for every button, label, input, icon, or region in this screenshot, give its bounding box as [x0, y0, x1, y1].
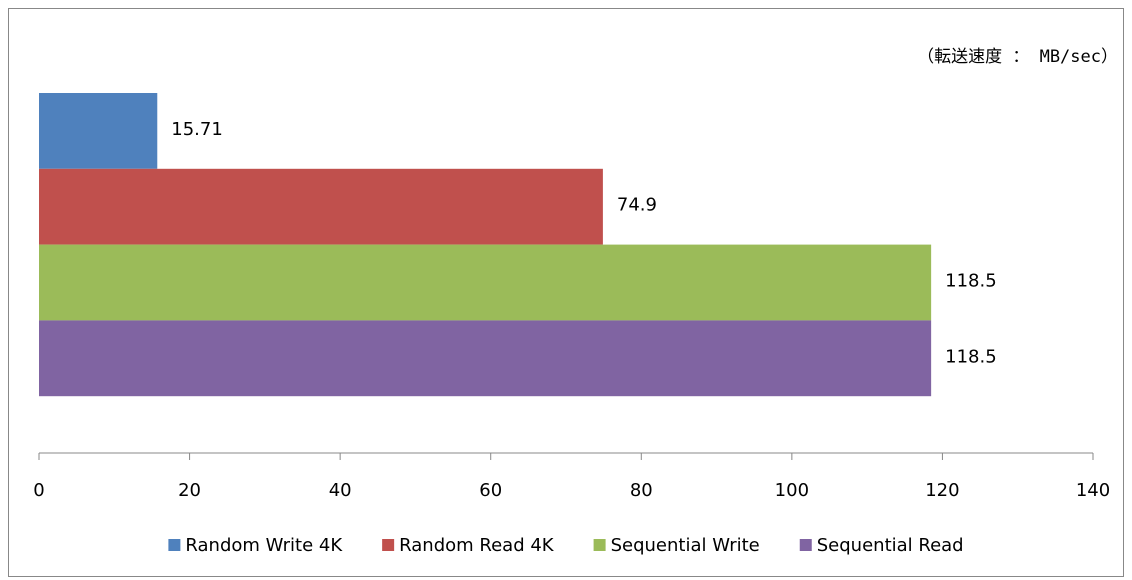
legend-swatch: [593, 539, 606, 551]
legend-swatch: [168, 539, 181, 551]
x-tick-label: 40: [329, 480, 352, 501]
bar: [39, 93, 158, 169]
legend-label: Random Write 4K: [185, 535, 343, 556]
x-tick-label: 60: [479, 480, 502, 501]
annotation: （転送速度 ： MB/sec）: [917, 47, 1118, 67]
x-tick-label: 120: [925, 480, 959, 501]
x-tick-label: 100: [775, 480, 809, 501]
legend-label: Sequential Read: [817, 535, 964, 556]
legend-label: Sequential Write: [611, 535, 760, 556]
legend-swatch: [382, 539, 395, 551]
bar: [39, 320, 932, 397]
bar: [39, 244, 932, 321]
data-label: 74.9: [617, 195, 657, 216]
x-tick-label: 0: [33, 480, 44, 501]
data-label: 118.5: [945, 271, 997, 292]
legend-swatch: [799, 539, 812, 551]
x-tick-label: 140: [1076, 480, 1110, 501]
x-tick-label: 20: [178, 480, 201, 501]
x-tick-label: 80: [630, 480, 653, 501]
legend-label: Random Read 4K: [399, 535, 555, 556]
bar: [39, 168, 603, 245]
data-label: 118.5: [945, 346, 997, 367]
data-label: 15.71: [171, 119, 223, 140]
